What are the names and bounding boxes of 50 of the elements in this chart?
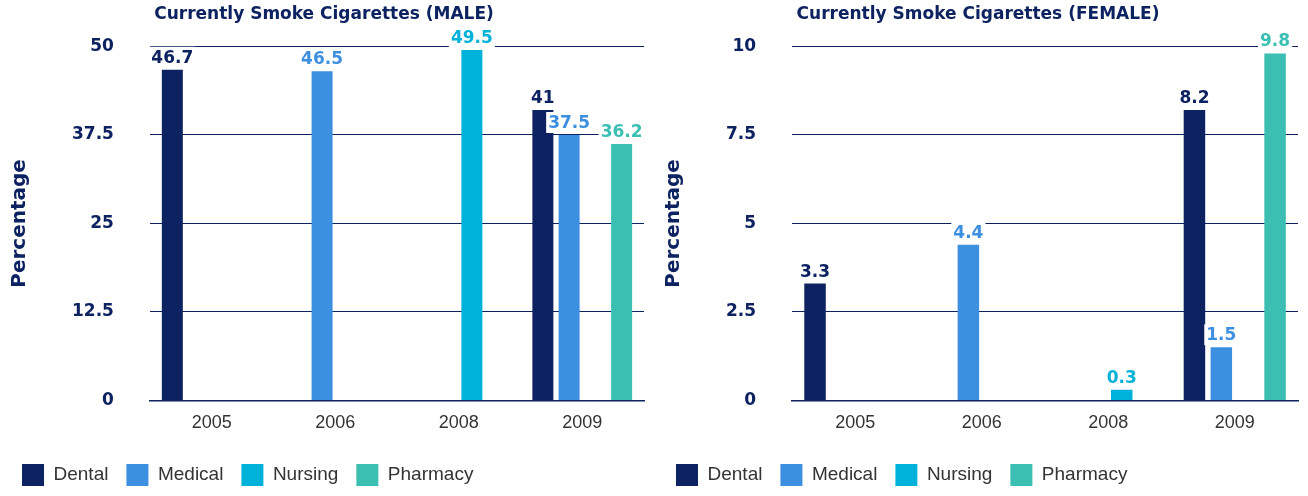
y-tick-label: 0 bbox=[744, 388, 757, 409]
bar bbox=[311, 71, 333, 400]
data-label: 8.2 bbox=[1179, 87, 1210, 108]
x-tick-label: 2006 bbox=[961, 412, 1002, 433]
x-tick-label: 2008 bbox=[438, 412, 479, 433]
legend-label: Dental bbox=[53, 463, 109, 485]
x-tick-label: 2009 bbox=[1214, 412, 1255, 433]
legend-label: Nursing bbox=[926, 463, 993, 485]
x-tick-label: 2006 bbox=[315, 412, 356, 433]
data-label: 4.4 bbox=[953, 221, 984, 242]
chart-title: Currently Smoke Cigarettes (FEMALE) bbox=[796, 2, 1160, 23]
x-tick-label: 2005 bbox=[835, 412, 876, 433]
y-tick-label: 37.5 bbox=[71, 123, 114, 144]
bar bbox=[957, 244, 980, 400]
legend-label: Nursing bbox=[272, 463, 339, 485]
x-tick-label: 2008 bbox=[1088, 412, 1129, 433]
bar bbox=[1210, 347, 1233, 400]
y-tick-label: 50 bbox=[90, 34, 115, 55]
data-label: 9.8 bbox=[1260, 30, 1291, 51]
legend-label: Medical bbox=[157, 463, 224, 485]
y-tick-label: 2.5 bbox=[725, 300, 757, 321]
data-label: 36.2 bbox=[600, 121, 643, 142]
x-tick-label: 2005 bbox=[191, 412, 232, 433]
y-tick-label: 10 bbox=[732, 34, 757, 55]
data-label: 37.5 bbox=[548, 111, 591, 132]
data-label: 49.5 bbox=[450, 26, 493, 47]
data-label: 46.7 bbox=[151, 46, 194, 67]
y-axis-title: Percentage bbox=[660, 159, 685, 288]
data-label: 3.3 bbox=[799, 260, 831, 281]
y-tick-label: 7.5 bbox=[725, 123, 757, 144]
bar bbox=[1264, 53, 1286, 400]
bar bbox=[461, 49, 483, 400]
y-axis-title: Percentage bbox=[6, 159, 31, 288]
data-label: 1.5 bbox=[1206, 324, 1237, 345]
legend-label: Pharmacy bbox=[387, 463, 474, 485]
chart-title: Currently Smoke Cigarettes (MALE) bbox=[154, 2, 494, 23]
data-label: 41 bbox=[531, 87, 555, 108]
legend-label: Dental bbox=[707, 463, 763, 485]
y-tick-label: 5 bbox=[744, 211, 757, 232]
y-tick-label: 25 bbox=[90, 211, 114, 232]
data-label: 0.3 bbox=[1106, 366, 1137, 387]
bar bbox=[611, 144, 633, 400]
bar bbox=[558, 134, 580, 400]
data-label: 46.5 bbox=[301, 48, 344, 69]
legend-label: Medical bbox=[811, 463, 878, 485]
y-tick-label: 12.5 bbox=[71, 300, 114, 321]
legend-label: Pharmacy bbox=[1041, 463, 1128, 485]
x-tick-label: 2009 bbox=[562, 412, 603, 433]
y-tick-label: 0 bbox=[102, 388, 115, 409]
bar bbox=[1110, 389, 1133, 400]
